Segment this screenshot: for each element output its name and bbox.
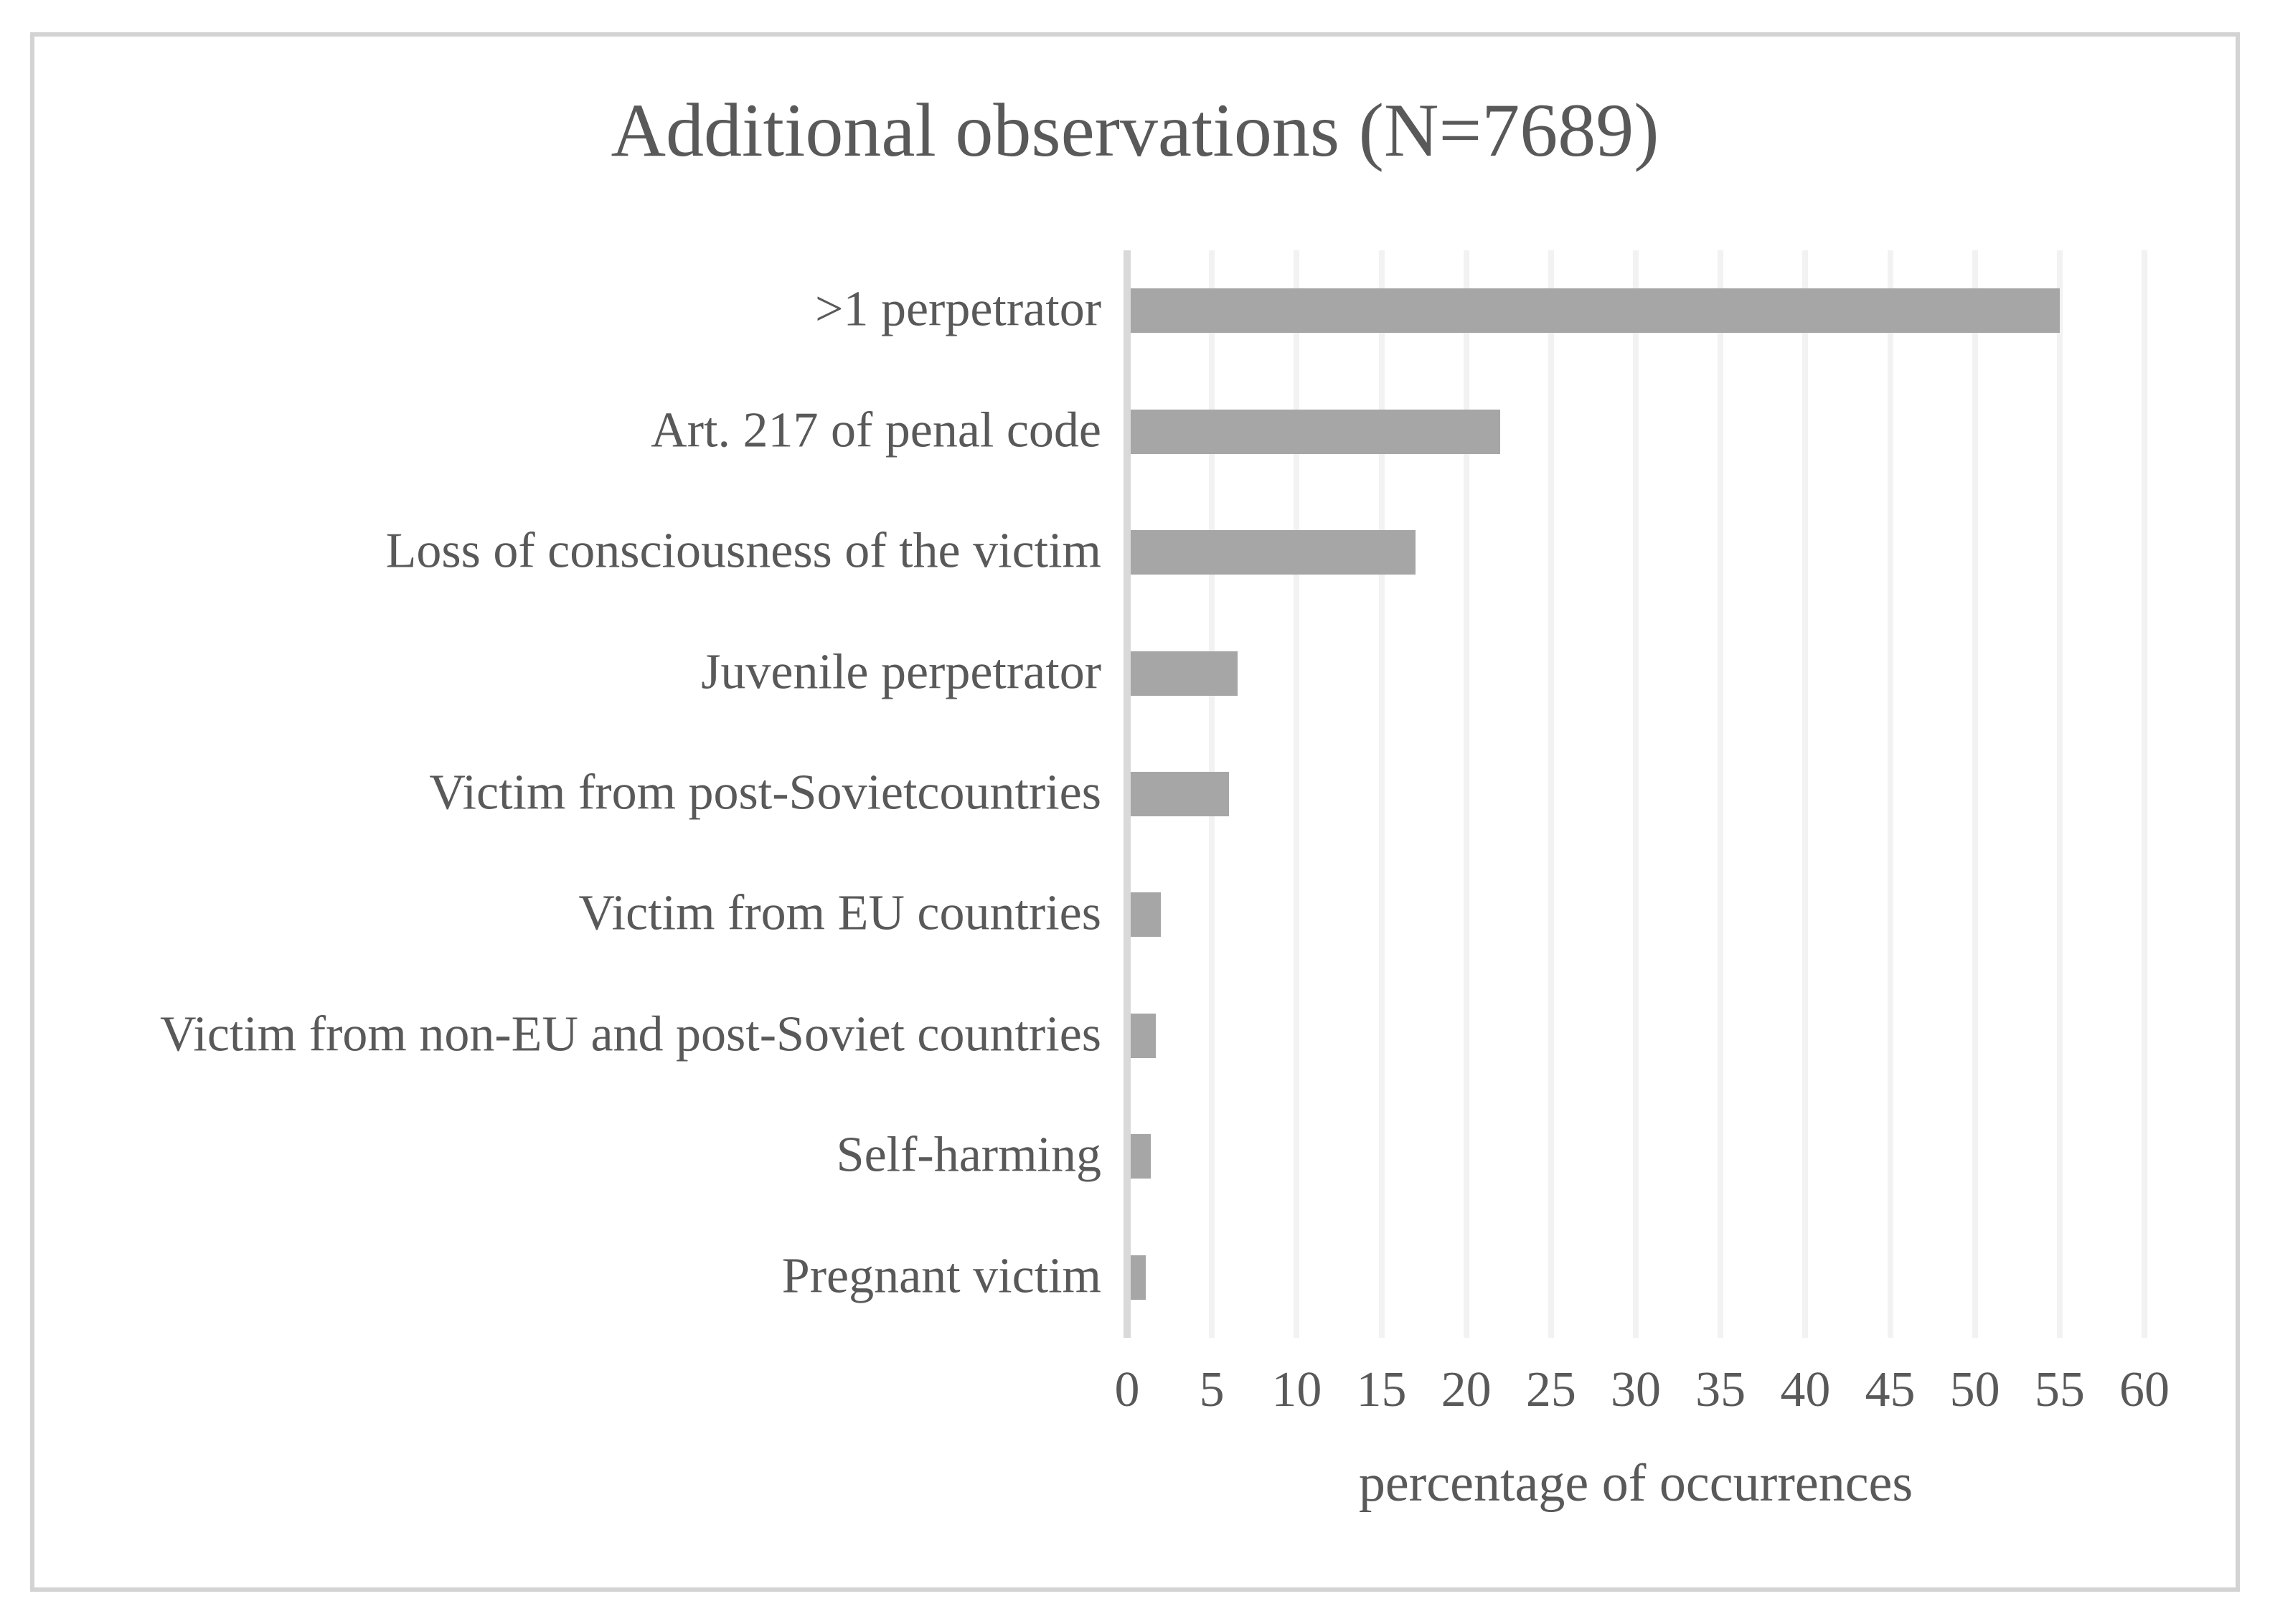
gridline-30 [1633,250,1639,1338]
gridline-60 [2142,250,2147,1338]
gridline-55 [2056,250,2063,1338]
x-tick-label-40: 40 [1780,1362,1831,1417]
category-label-2: Loss of consciousness of the victim [385,523,1101,579]
gridline-15 [1378,250,1385,1338]
category-label-7: Self-harming [836,1127,1101,1183]
x-tick-label-0: 0 [1114,1362,1140,1417]
x-tick-label-5: 5 [1199,1362,1225,1417]
x-tick-label-10: 10 [1271,1362,1322,1417]
x-tick-label-50: 50 [1949,1362,2000,1417]
bar-1 [1131,409,1500,454]
gridline-20 [1463,250,1469,1338]
gridline-45 [1887,250,1893,1338]
plot-area [1124,250,2147,1338]
bar-4 [1131,772,1229,816]
x-tick-label-55: 55 [2034,1362,2085,1417]
category-label-1: Art. 217 of penal code [651,402,1101,458]
category-label-0: >1 perpetrator [814,281,1101,337]
bar-3 [1131,651,1238,696]
bar-6 [1131,1013,1157,1058]
category-label-6: Victim from non-EU and post-Soviet count… [160,1006,1101,1062]
gridline-40 [1802,250,1809,1338]
gridline-50 [1972,250,1978,1338]
bar-0 [1131,288,2060,334]
x-tick-label-30: 30 [1611,1362,1661,1417]
bar-7 [1131,1134,1152,1179]
x-tick-label-20: 20 [1441,1362,1492,1417]
gridline-35 [1718,250,1724,1338]
x-tick-label-35: 35 [1695,1362,1746,1417]
x-tick-label-15: 15 [1356,1362,1407,1417]
category-label-8: Pregnant victim [781,1248,1101,1304]
bar-2 [1131,530,1416,575]
category-label-3: Juvenile perpetrator [701,643,1101,699]
x-axis-title: percentage of occurrences [1358,1454,1913,1513]
category-label-4: Victim from post-Sovietcountries [429,765,1101,821]
gridline-25 [1548,250,1554,1338]
chart-title: Additional observations (N=7689) [611,88,1659,172]
bar-5 [1131,892,1162,938]
gridline-10 [1294,250,1300,1338]
zero-axis-line [1124,250,1131,1338]
x-tick-label-60: 60 [2119,1362,2170,1417]
category-label-5: Victim from EU countries [578,885,1101,941]
bar-8 [1131,1255,1146,1300]
x-tick-label-45: 45 [1865,1362,1916,1417]
x-tick-label-25: 25 [1525,1362,1576,1417]
